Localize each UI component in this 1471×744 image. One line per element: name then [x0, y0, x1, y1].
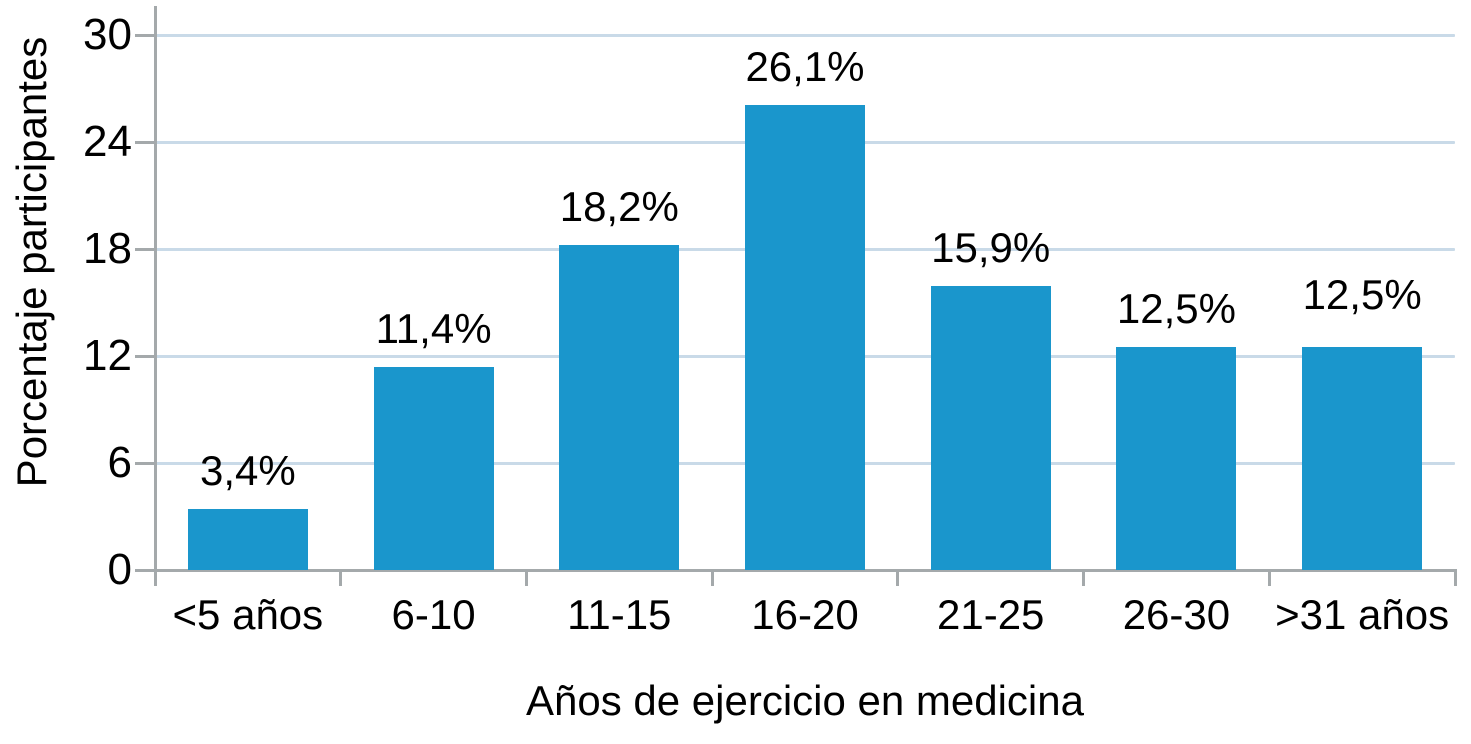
bar-value-label-6-10: 11,4%: [375, 304, 492, 352]
x-axis-line: [155, 568, 1457, 572]
y-tick-0: [135, 568, 155, 572]
x-tick-label-16-20: 16-20: [751, 591, 859, 638]
bar-value-label-26-30: 12,5%: [1116, 285, 1236, 333]
y-axis-line: [153, 6, 157, 572]
x-tick-3: [710, 570, 714, 586]
y-tick-label-30: 30: [83, 10, 132, 59]
x-tick-label->31 años: >31 años: [1275, 591, 1450, 638]
x-tick-1: [339, 570, 343, 586]
y-tick-6: [135, 461, 155, 465]
x-axis-title: Años de ejercicio en medicina: [526, 677, 1084, 724]
y-tick-label-12: 12: [83, 331, 132, 380]
x-tick-label-21-25: 21-25: [936, 591, 1045, 638]
x-tick-label-6-10: 6-10: [391, 591, 476, 638]
bar-16-20: [745, 104, 865, 570]
y-tick-18: [135, 247, 155, 251]
bar->31 años: [1302, 347, 1423, 570]
y-axis-title: Porcentaje participantes: [8, 36, 55, 488]
gridline-30: [155, 33, 1455, 37]
y-tick-12: [135, 354, 155, 358]
bar-value-label-11-15: 18,2%: [559, 183, 679, 231]
bar-26-30: [1116, 347, 1237, 570]
x-tick-label-11-15: 11-15: [567, 591, 672, 638]
x-tick-2: [524, 570, 528, 586]
bar-value-label-16-20: 26,1%: [745, 42, 865, 90]
y-tick-label-0: 0: [107, 545, 132, 594]
y-tick-24: [135, 140, 155, 144]
bar-11-15: [559, 245, 680, 570]
x-tick-6: [1267, 570, 1271, 586]
bar-<5 años: [187, 509, 308, 570]
y-tick-label-6: 6: [107, 438, 132, 487]
bar-value-label->31 años: 12,5%: [1302, 271, 1422, 319]
x-tick-5: [1082, 570, 1086, 586]
bar-21-25: [930, 286, 1051, 570]
x-tick-label-26-30: 26-30: [1122, 591, 1231, 638]
x-tick-7: [1453, 570, 1457, 586]
y-tick-label-24: 24: [83, 117, 132, 166]
x-tick-0: [153, 570, 157, 586]
bar-6-10: [373, 366, 494, 570]
x-tick-label-<5 años: <5 años: [172, 591, 324, 638]
x-tick-4: [896, 570, 900, 586]
y-tick-label-18: 18: [83, 224, 132, 273]
y-tick-30: [135, 33, 155, 37]
bar-value-label-<5 años: 3,4%: [199, 447, 296, 495]
bar-value-label-21-25: 15,9%: [931, 224, 1051, 272]
